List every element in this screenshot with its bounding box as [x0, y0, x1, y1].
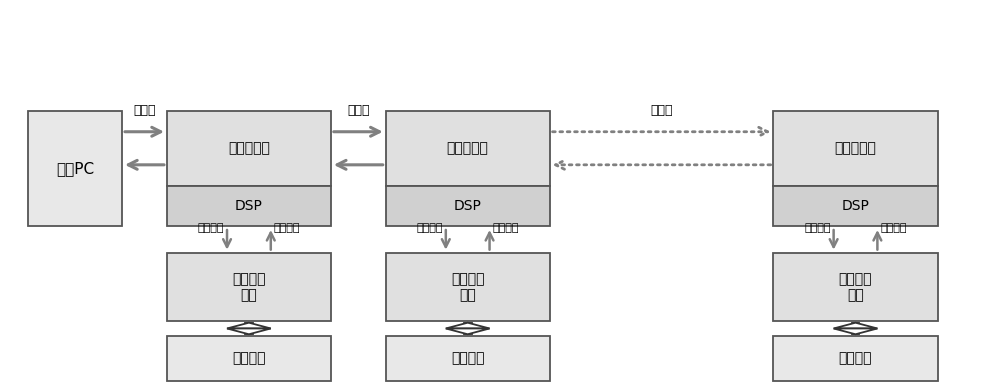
Text: 反馈信息: 反馈信息 [274, 223, 300, 233]
Text: 伺服驱动
设备: 伺服驱动 设备 [839, 272, 872, 302]
Bar [773, 111, 938, 186]
Text: 控制指令: 控制指令 [416, 223, 443, 233]
Text: 伺服电机: 伺服电机 [232, 352, 266, 365]
Text: DSP: DSP [454, 199, 482, 213]
Bar [773, 253, 938, 321]
Bar [167, 111, 331, 186]
Bar [167, 336, 331, 380]
Text: 伺服驱动
设备: 伺服驱动 设备 [232, 272, 266, 302]
Text: 伺服驱动
设备: 伺服驱动 设备 [451, 272, 484, 302]
Bar [245, 323, 253, 334]
Bar [386, 336, 550, 380]
Text: 控制指令: 控制指令 [804, 223, 831, 233]
Polygon shape [834, 323, 877, 328]
Polygon shape [227, 323, 271, 328]
Polygon shape [227, 328, 271, 334]
Bar [386, 186, 550, 226]
Text: 数据帧: 数据帧 [133, 104, 156, 117]
Polygon shape [446, 323, 490, 328]
Bar [386, 253, 550, 321]
Polygon shape [446, 328, 490, 334]
Text: 伺服电机: 伺服电机 [451, 352, 484, 365]
Text: 伺服电机: 伺服电机 [839, 352, 872, 365]
Text: 从站控制器: 从站控制器 [447, 141, 489, 155]
Bar [167, 186, 331, 226]
Bar [386, 111, 550, 186]
Text: 数据帧: 数据帧 [650, 104, 673, 117]
Bar [167, 253, 331, 321]
Text: 数据帧: 数据帧 [347, 104, 370, 117]
Text: DSP: DSP [842, 199, 869, 213]
Text: 主站PC: 主站PC [56, 161, 94, 176]
Text: 反馈信息: 反馈信息 [880, 223, 907, 233]
Bar [773, 186, 938, 226]
Text: 从站控制器: 从站控制器 [228, 141, 270, 155]
Bar [773, 336, 938, 380]
Bar [28, 111, 122, 226]
Polygon shape [834, 328, 877, 334]
Bar [464, 323, 472, 334]
Text: DSP: DSP [235, 199, 263, 213]
Text: 从站控制器: 从站控制器 [835, 141, 876, 155]
Text: 反馈信息: 反馈信息 [493, 223, 519, 233]
Text: 控制指令: 控制指令 [198, 223, 224, 233]
Bar [852, 323, 859, 334]
